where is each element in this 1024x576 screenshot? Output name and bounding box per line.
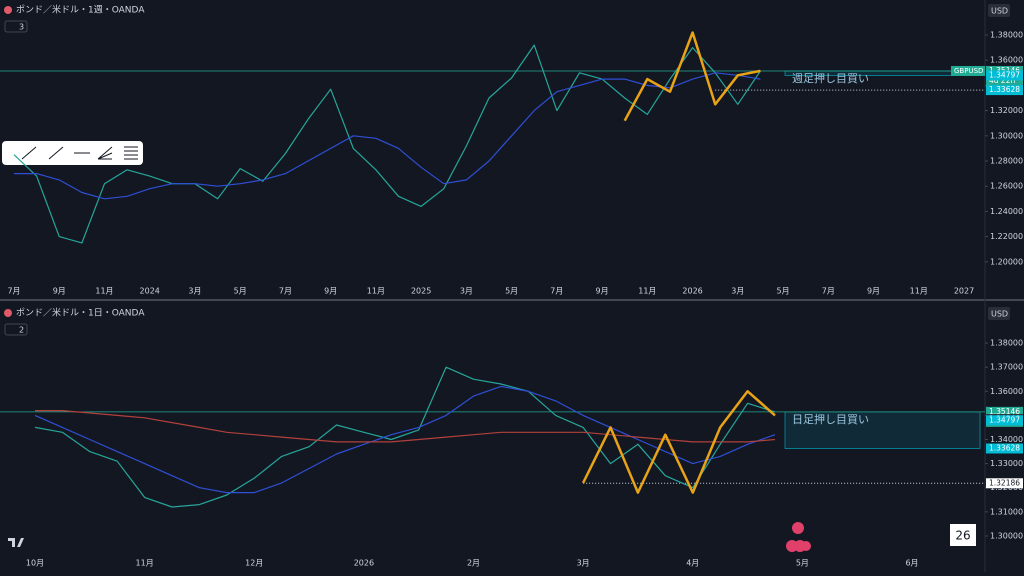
x-tick-label: 7月 <box>822 287 835 296</box>
tv-logo <box>8 538 24 547</box>
tool-fib[interactable] <box>97 146 113 160</box>
x-tick-label: 11月 <box>95 287 113 296</box>
currency[interactable]: USD <box>991 310 1008 319</box>
price-tag <box>986 85 1023 96</box>
badge: 26 <box>955 529 970 543</box>
badge-bg <box>950 524 976 546</box>
x-tick-label: 4月 <box>686 559 699 568</box>
price-tag <box>986 70 1023 81</box>
x-tick-label: 5月 <box>796 559 809 568</box>
y-tick-label: 1.38000 <box>990 31 1023 40</box>
x-tick-label: 12月 <box>245 559 263 568</box>
series-line <box>581 390 776 494</box>
x-tick-label: 2月 <box>467 559 480 568</box>
indicator-toggle-bg[interactable] <box>4 323 28 336</box>
chart-title: ポンド／米ドル・1日・OANDA <box>16 307 145 319</box>
drawing-toolbar <box>2 141 143 165</box>
chart-title: ポンド／米ドル・1週・OANDA <box>16 4 145 16</box>
chart-pane: ポンド／米ドル・1週・OANDA 3 USD 1.20000 1.22000 1.2400… <box>0 4 1023 296</box>
currency-button[interactable] <box>988 307 1010 320</box>
price-tag <box>986 415 1023 426</box>
currency[interactable]: USD <box>991 7 1008 16</box>
tool-ray[interactable] <box>48 146 64 160</box>
currency-button[interactable] <box>988 4 1010 17</box>
x-tick-label: 7月 <box>7 287 20 296</box>
series-line <box>623 31 761 122</box>
y-tick-label: 1.24000 <box>990 207 1023 216</box>
x-tick-label: 7月 <box>279 287 292 296</box>
x-tick-label: 9月 <box>867 287 880 296</box>
chart-pane: ポンド／米ドル・1日・OANDA2USD1.300001.310001.3200… <box>0 307 1023 568</box>
x-tick-label: 2026 <box>354 559 374 568</box>
x-tick-label: 9月 <box>324 287 337 296</box>
y-tick-label: 1.36000 <box>990 56 1023 65</box>
x-tick-label: 9月 <box>53 287 66 296</box>
y-tick-label: 1.22000 <box>990 232 1023 241</box>
annotation: 週足押し目買い <box>792 71 869 85</box>
x-tick-label: 3月 <box>577 559 590 568</box>
tool-lines[interactable] <box>124 146 138 160</box>
y-tick-label: 1.31000 <box>990 507 1023 516</box>
x-tick-label: 11月 <box>367 287 385 296</box>
symbol-tag-bg <box>951 65 985 76</box>
price-tag-label: 1.34797 <box>989 70 1020 79</box>
x-tick-label: 11月 <box>910 287 928 296</box>
y-tick-label: 1.37000 <box>990 363 1023 372</box>
symbol-icon <box>4 6 12 14</box>
y-tick-label: 1.38000 <box>990 339 1023 348</box>
tool-trend-line[interactable] <box>21 146 37 160</box>
event-icons <box>786 522 811 552</box>
price-tag-label: 1.32186 <box>989 478 1020 487</box>
price-tag-label: 1.35146 <box>989 407 1020 416</box>
y-tick-label: 1.30000 <box>990 131 1023 140</box>
series-line <box>13 44 761 244</box>
y-tick-label: 1.20000 <box>990 257 1023 266</box>
series-line <box>34 366 776 508</box>
x-tick-label: 2026 <box>682 287 702 296</box>
x-tick-label: 3月 <box>731 287 744 296</box>
price-tag <box>986 443 1023 454</box>
x-tick-label: 2027 <box>954 287 974 296</box>
y-tick-label: 1.30000 <box>990 531 1023 540</box>
y-tick-label: 1.34000 <box>990 435 1023 444</box>
indicator-count: 2 <box>19 326 24 335</box>
y-tick-label: 1.28000 <box>990 157 1023 166</box>
symbol-icon <box>4 309 12 317</box>
y-tick-label: 1.33000 <box>990 459 1023 468</box>
symbol-tag: GBPUSD <box>954 67 983 75</box>
countdown: 4d 22h <box>989 76 1015 85</box>
x-tick-label: 2024 <box>140 287 160 296</box>
series-line <box>35 410 776 443</box>
price-tag-label: 1.33628 <box>989 85 1020 94</box>
annotation: 日足押し目買い <box>792 412 869 426</box>
x-tick-label: 3月 <box>460 287 473 296</box>
indicator-toggle-bg[interactable] <box>4 20 28 33</box>
x-tick-label: 3月 <box>188 287 201 296</box>
x-tick-label: 11月 <box>638 287 656 296</box>
price-tag-label: 1.33628 <box>989 443 1020 452</box>
x-tick-label: 5月 <box>234 287 247 296</box>
x-tick-label: 9月 <box>596 287 609 296</box>
x-tick-label: 6月 <box>905 559 918 568</box>
series-line <box>34 385 776 494</box>
y-tick-label: 1.32000 <box>990 106 1023 115</box>
indicator-count: 3 <box>19 23 24 32</box>
price-tag <box>986 478 1023 489</box>
x-tick-label: 10月 <box>26 559 44 568</box>
toolbar-bg <box>2 141 143 165</box>
x-tick-label: 2025 <box>411 287 431 296</box>
x-tick-label: 7月 <box>550 287 563 296</box>
series-line <box>14 72 761 200</box>
x-tick-label: 11月 <box>136 559 154 568</box>
x-tick-label: 5月 <box>505 287 518 296</box>
price-tag-label: 1.34797 <box>989 415 1020 424</box>
y-tick-label: 1.36000 <box>990 387 1023 396</box>
y-tick-label: 1.26000 <box>990 182 1023 191</box>
annotation-box <box>784 411 981 449</box>
x-tick-label: 5月 <box>777 287 790 296</box>
